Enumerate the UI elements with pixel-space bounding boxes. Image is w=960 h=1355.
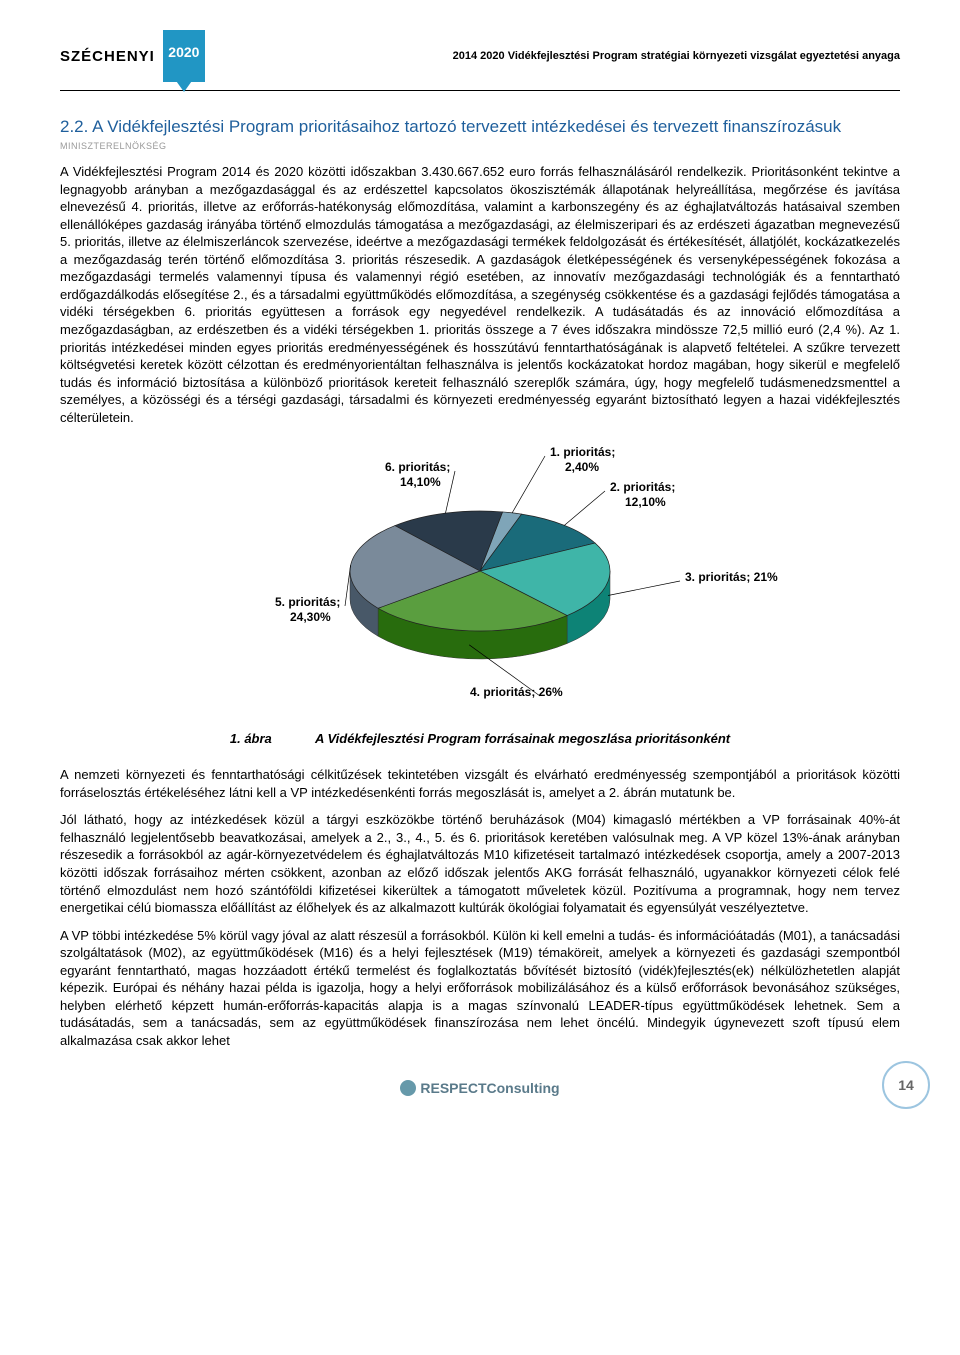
paragraph-1: A Vidékfejlesztési Program 2014 és 2020 … [60,163,900,426]
header-title: 2014 2020 Vidékfejlesztési Program strat… [453,50,900,62]
svg-text:3. prioritás; 21%: 3. prioritás; 21% [685,570,778,584]
svg-text:1. prioritás;: 1. prioritás; [550,445,615,459]
footer-brand: RESPECTConsulting [420,1080,559,1096]
figure-title: A Vidékfejlesztési Program forrásainak m… [315,731,730,746]
svg-text:6. prioritás;: 6. prioritás; [385,460,450,474]
footer-icon [400,1080,416,1096]
document-page: SZÉCHENYI 2020 2014 2020 Vidékfejlesztés… [0,0,960,1129]
ministry-label: MINISZTERELNÖKSÉG [60,141,900,151]
figure-number: 1. ábra [230,731,272,746]
pie-chart-svg: 1. prioritás;2,40% 2. prioritás;12,10% 3. … [130,441,830,721]
svg-text:2. prioritás;: 2. prioritás; [610,480,675,494]
page-footer: RESPECTConsulting 14 [60,1080,900,1099]
paragraph-2: A nemzeti környezeti és fenntarthatósági… [60,766,900,801]
paragraph-3: Jól látható, hogy az intézkedések közül … [60,811,900,916]
page-header: SZÉCHENYI 2020 2014 2020 Vidékfejlesztés… [60,30,900,91]
svg-text:5. prioritás;: 5. prioritás; [275,595,340,609]
svg-text:4. prioritás; 26%: 4. prioritás; 26% [470,685,563,699]
section-heading: 2.2. A Vidékfejlesztési Program prioritá… [60,116,900,138]
svg-text:24,30%: 24,30% [290,610,331,624]
logo-year: 2020 [163,44,205,60]
paragraph-4: A VP többi intézkedése 5% körül vagy jóv… [60,927,900,1050]
page-number: 14 [882,1061,930,1109]
pie-chart: 1. prioritás;2,40% 2. prioritás;12,10% 3. … [130,441,830,721]
logo-area: SZÉCHENYI 2020 [60,30,205,82]
logo-badge-icon: 2020 [163,30,205,82]
svg-text:2,40%: 2,40% [565,460,599,474]
svg-text:12,10%: 12,10% [625,495,666,509]
svg-text:14,10%: 14,10% [400,475,441,489]
logo-text: SZÉCHENYI [60,48,155,65]
footer-logo: RESPECTConsulting [400,1080,559,1096]
figure-caption: 1. ábra A Vidékfejlesztési Program forrá… [60,731,900,746]
